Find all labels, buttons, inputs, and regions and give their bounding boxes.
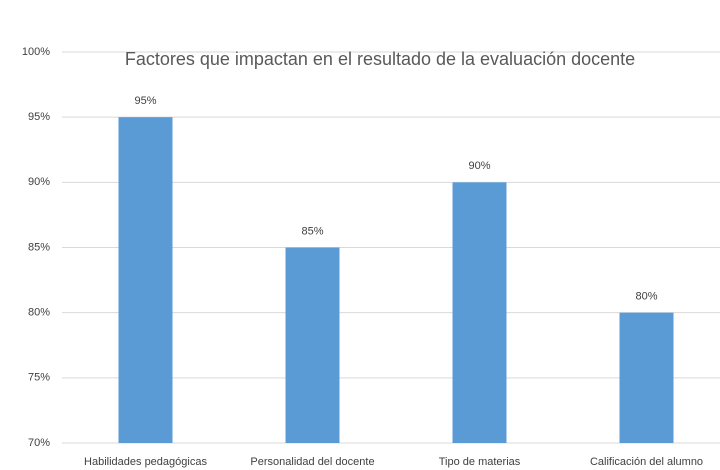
bar — [619, 312, 674, 443]
chart-title: Factores que impactan en el resultado de… — [124, 49, 636, 69]
bar — [452, 182, 507, 444]
x-tick-label: Calificación del alumno — [590, 456, 703, 468]
y-tick-label: 80% — [28, 307, 50, 319]
value-label: 85% — [301, 225, 323, 237]
y-tick-label: 75% — [28, 372, 50, 384]
y-tick-label: 85% — [28, 241, 50, 253]
y-tick-label: 90% — [28, 176, 50, 188]
y-tick-label: 70% — [28, 437, 50, 449]
bar — [118, 117, 173, 444]
bar — [285, 247, 340, 443]
x-tick-label: Tipo de materias — [439, 456, 521, 468]
value-label: 90% — [468, 160, 490, 172]
y-tick-label: 100% — [22, 46, 50, 58]
x-tick-label: Personalidad del docente — [250, 456, 374, 468]
x-tick-label: Habilidades pedagógicas — [84, 456, 207, 468]
y-tick-label: 95% — [28, 111, 50, 123]
value-label: 95% — [134, 95, 156, 107]
value-label: 80% — [635, 291, 657, 303]
title-box: Factores que impactan en el resultado de… — [124, 49, 636, 69]
